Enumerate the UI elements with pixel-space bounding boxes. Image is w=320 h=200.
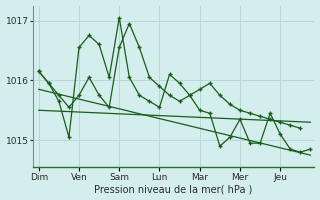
X-axis label: Pression niveau de la mer( hPa ): Pression niveau de la mer( hPa ) xyxy=(94,184,253,194)
